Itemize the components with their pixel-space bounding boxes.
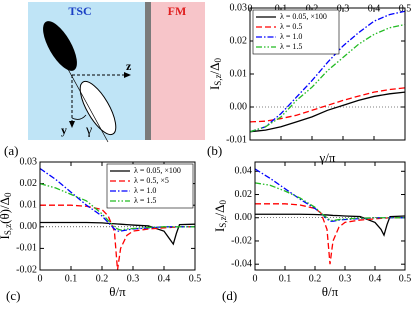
tsc-label: TSC [68,4,91,18]
x-tick-label: 0.5 [399,273,412,284]
y-tick-label: 0.00 [235,212,253,223]
y-axis-label-part: /Δ [212,204,227,216]
x-tick-label: 0.3 [339,273,352,284]
angle-arc [71,114,87,120]
y-tick-label: 0.01 [20,199,38,210]
black-ellipse [43,21,77,71]
y-axis-label-part: S,z [213,74,223,85]
plot-frame [39,161,196,271]
gamma-label: γ [85,123,92,138]
y-axis-label: IS,z(θ)/Δ0 [0,192,13,239]
y-tick-label: -0.02 [231,235,252,246]
x-tick-label: 0.2 [96,273,109,284]
chart: -0.02 -0.01 0.00 0.01 0.02 0.03 0 0.1 0.2 0.3 0.4 0… [0,156,201,303]
x-tick-label: 0.1 [65,273,78,284]
y-axis-label-part: 0 [218,199,228,204]
y-axis-label-part: (θ)/Δ [0,197,12,224]
data-line [254,182,405,222]
data-line [249,23,406,133]
panel-label: (c) [6,288,20,303]
plot-frame [249,7,406,141]
y-tick-label: 0.02 [235,189,253,200]
y-label: y [61,123,67,137]
legend-label: λ = 1.5 [134,196,156,205]
y-tick-label: 0.02 [20,178,38,189]
y-axis-label-part: I [0,235,12,239]
legend-label: λ = 1.0 [280,32,302,41]
x-tick-label: 0.1 [279,273,292,284]
x-tick-label: 0.3 [337,3,350,14]
y-tick-label: 0.01 [230,68,248,79]
arrowhead [124,72,131,78]
x-tick-label: 0.4 [369,273,382,284]
data-line [254,168,405,222]
x-tick-label: 0.4 [368,3,381,14]
y-tick-label: -0.01 [16,243,37,254]
y-axis-label-part: S,z [218,216,228,227]
y-axis-label: IS,z/Δ0 [212,199,228,232]
y-tick-label: 0.00 [230,101,248,112]
legend-label: λ = 0.05, ×100 [134,166,181,175]
legend-label: λ = 1.5 [280,42,302,51]
interface [145,2,151,140]
x-axis-label: γ/π [319,150,336,165]
y-axis-label-part: S,z [3,224,13,235]
data-line [39,167,195,232]
data-line [40,221,196,246]
y-axis-label-part: /Δ [207,62,222,74]
y-tick-label: 0.02 [230,35,248,46]
chart: -0.04 -0.02 0.00 0.02 0.04 0 0.1 0.2 0.3 0.4 0.5 θ/… [212,161,412,303]
y-axis-label-part: I [207,86,222,90]
y-axis-label-part: 0 [3,192,13,197]
x-tick-label: 0 [38,273,43,284]
y-tick-label: -0.01 [226,134,247,145]
x-tick-label: 0.4 [158,273,171,284]
axis-line [51,39,109,143]
x-tick-label: 0.1 [275,3,288,14]
y-axis-label-part: I [212,228,227,232]
y-tick-label: 0.03 [230,2,248,13]
data-line [40,204,195,271]
legend-label: λ = 0.5, ×5 [134,176,169,185]
data-line [255,203,405,265]
data-line [249,10,406,133]
x-axis-label: θ/π [109,284,126,299]
diagram: TSC FM z y γ (a) [4,2,205,158]
y-tick-label: 0.04 [235,166,253,177]
legend-label: λ = 1.0 [134,186,156,195]
x-tick-label: 0.5 [189,273,202,284]
data-line [39,182,195,231]
y-axis-label-part: 0 [213,57,223,62]
arrowhead [69,121,75,128]
white-ellipse [79,80,117,136]
y-tick-label: -0.02 [16,264,37,275]
chart: -0.010.000.010.020.03 0 0.1 0.2 0.3 0.4 0.5λ =… [207,2,411,165]
y-tick-label: -0.04 [231,258,252,269]
plot-frame [254,161,406,271]
panel-label: (d) [222,288,237,303]
data-line [255,213,406,237]
x-tick-label: 0.2 [306,3,319,14]
x-tick-label: 0 [253,273,258,284]
y-axis-label: IS,z/Δ0 [207,57,223,90]
fm-region [151,2,205,140]
panel-label: (a) [4,143,18,158]
y-tick-label: 0.03 [20,156,38,167]
y-tick-label: 0.00 [20,221,38,232]
x-tick-label: 0.3 [127,273,140,284]
data-line [249,91,406,133]
data-line [249,87,406,123]
panel-label: (b) [207,143,222,158]
x-axis-label: θ/π [322,284,339,299]
legend-label: λ = 0.5 [280,22,302,31]
z-label: z [126,59,132,73]
legend-label: λ = 0.05, ×100 [280,12,327,21]
x-tick-label: 0.2 [309,273,322,284]
fm-label: FM [168,4,187,18]
